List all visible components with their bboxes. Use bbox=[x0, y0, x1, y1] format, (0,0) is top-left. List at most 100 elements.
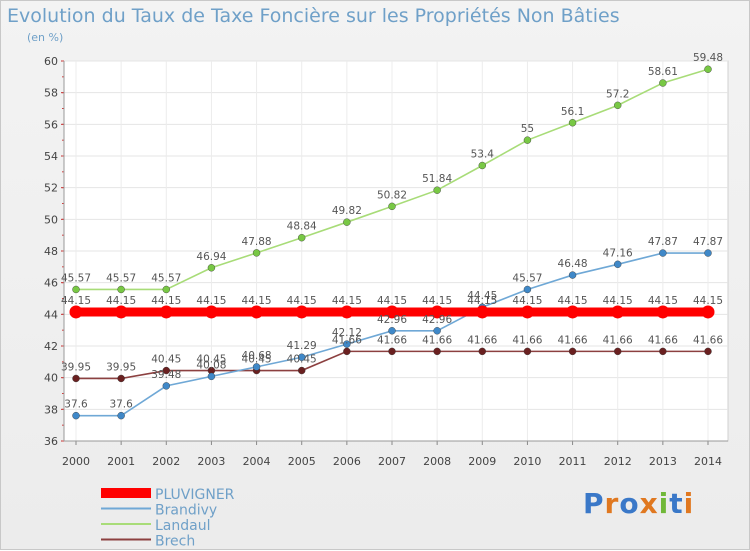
data-point-pluvigner bbox=[114, 305, 128, 319]
data-label-landaul: 48.84 bbox=[287, 221, 317, 233]
y-tick-label: 46 bbox=[44, 277, 58, 290]
data-label-brandivy: 46.48 bbox=[558, 258, 588, 270]
x-tick-label: 2003 bbox=[197, 455, 225, 468]
data-label-pluvigner: 44.15 bbox=[422, 295, 452, 307]
data-point-brandivy bbox=[162, 382, 170, 390]
data-label-pluvigner: 44.15 bbox=[467, 295, 497, 307]
data-label-brandivy: 42.96 bbox=[377, 314, 407, 326]
y-tick-label: 50 bbox=[44, 213, 58, 226]
logo-letter: i bbox=[658, 487, 670, 520]
data-label-brech: 40.45 bbox=[196, 354, 226, 366]
data-point-pluvigner bbox=[295, 305, 309, 319]
data-point-brech bbox=[614, 347, 622, 356]
data-label-landaul: 53.4 bbox=[471, 149, 495, 161]
data-point-brech bbox=[72, 374, 80, 383]
x-tick-label: 2010 bbox=[513, 455, 541, 468]
data-label-brech: 41.66 bbox=[558, 334, 588, 346]
legend-label-brandivy: Brandivy bbox=[155, 503, 217, 519]
data-label-landaul: 57.2 bbox=[606, 88, 629, 100]
data-point-landaul bbox=[478, 161, 486, 170]
data-label-brandivy: 37.6 bbox=[64, 399, 88, 411]
data-label-landaul: 59.48 bbox=[693, 52, 723, 64]
y-tick-label: 38 bbox=[44, 403, 58, 416]
chart-subtitle: (en %) bbox=[27, 31, 64, 44]
data-label-landaul: 45.57 bbox=[106, 272, 136, 284]
data-label-brech: 41.66 bbox=[512, 334, 542, 346]
legend-label-pluvigner: PLUVIGNER bbox=[155, 487, 235, 503]
data-point-pluvigner bbox=[475, 305, 489, 319]
data-label-brech: 41.66 bbox=[467, 334, 497, 346]
data-point-brandivy bbox=[433, 327, 441, 335]
x-tick-label: 2005 bbox=[288, 455, 316, 468]
data-label-brandivy: 47.87 bbox=[693, 236, 723, 248]
data-label-landaul: 49.82 bbox=[332, 205, 362, 217]
data-label-landaul: 47.88 bbox=[242, 236, 272, 248]
proxiti-logo: Proxiti bbox=[583, 487, 694, 520]
data-label-pluvigner: 44.15 bbox=[332, 295, 362, 307]
data-point-pluvigner bbox=[566, 305, 580, 319]
data-label-brandivy: 42.12 bbox=[332, 327, 362, 339]
data-label-landaul: 45.57 bbox=[151, 272, 181, 284]
data-point-landaul bbox=[207, 264, 216, 272]
data-point-brech bbox=[388, 347, 396, 356]
data-point-pluvigner bbox=[250, 305, 264, 319]
y-tick-label: 58 bbox=[44, 87, 58, 100]
x-tick-label: 2011 bbox=[559, 455, 587, 468]
data-label-pluvigner: 44.15 bbox=[693, 295, 723, 307]
data-label-brech: 39.95 bbox=[106, 361, 136, 373]
data-point-brech bbox=[523, 347, 532, 356]
data-point-pluvigner bbox=[701, 305, 715, 319]
y-tick-label: 54 bbox=[44, 150, 58, 163]
data-point-brandivy bbox=[207, 372, 216, 381]
x-tick-label: 2002 bbox=[152, 455, 180, 468]
legend-swatch-pluvigner bbox=[101, 488, 151, 498]
data-point-brandivy bbox=[614, 260, 622, 268]
data-point-landaul bbox=[659, 79, 667, 87]
chart-title: Evolution du Taux de Taxe Foncière sur l… bbox=[7, 5, 620, 27]
data-label-pluvigner: 44.15 bbox=[558, 295, 588, 307]
data-label-landaul: 56.1 bbox=[561, 106, 584, 118]
data-point-brech bbox=[433, 347, 441, 356]
logo-letter: x bbox=[639, 487, 659, 520]
data-label-pluvigner: 44.15 bbox=[648, 295, 678, 307]
y-tick-label: 36 bbox=[44, 435, 58, 448]
data-point-landaul bbox=[388, 202, 396, 211]
data-point-brech bbox=[478, 347, 486, 356]
data-label-pluvigner: 44.15 bbox=[287, 295, 317, 307]
data-label-brech: 41.66 bbox=[422, 334, 452, 346]
data-label-brech: 39.95 bbox=[61, 361, 91, 373]
data-point-pluvigner bbox=[340, 305, 354, 319]
logo-letter: r bbox=[604, 487, 620, 520]
legend-label-brech: Brech bbox=[155, 534, 195, 550]
data-point-brech bbox=[343, 347, 351, 356]
data-point-landaul bbox=[72, 285, 80, 294]
data-label-pluvigner: 44.15 bbox=[603, 295, 633, 307]
data-label-brandivy: 41.29 bbox=[287, 340, 317, 352]
data-label-brech: 41.66 bbox=[648, 334, 678, 346]
data-point-brech bbox=[117, 374, 125, 383]
data-point-brandivy bbox=[298, 353, 306, 361]
data-label-brech: 41.66 bbox=[377, 334, 407, 346]
data-label-landaul: 50.82 bbox=[377, 189, 407, 201]
data-point-landaul bbox=[298, 233, 306, 242]
data-label-pluvigner: 44.15 bbox=[61, 295, 91, 307]
data-label-pluvigner: 44.15 bbox=[196, 295, 226, 307]
y-tick-label: 42 bbox=[44, 340, 58, 353]
x-tick-label: 2001 bbox=[107, 455, 135, 468]
data-point-landaul bbox=[523, 136, 532, 144]
data-label-brech: 40.45 bbox=[242, 354, 272, 366]
data-point-brandivy bbox=[523, 285, 532, 294]
data-label-brandivy: 40.68 bbox=[242, 350, 272, 362]
x-tick-label: 2006 bbox=[333, 455, 361, 468]
logo-letter: o bbox=[619, 487, 640, 520]
data-label-landaul: 55 bbox=[521, 123, 534, 135]
data-point-pluvigner bbox=[611, 305, 625, 319]
x-tick-label: 2000 bbox=[62, 455, 90, 468]
data-point-pluvigner bbox=[204, 305, 218, 319]
y-tick-label: 48 bbox=[44, 245, 58, 258]
legend-label-landaul: Landaul bbox=[155, 518, 210, 534]
data-point-brandivy bbox=[343, 340, 351, 348]
data-label-landaul: 46.94 bbox=[196, 251, 226, 263]
